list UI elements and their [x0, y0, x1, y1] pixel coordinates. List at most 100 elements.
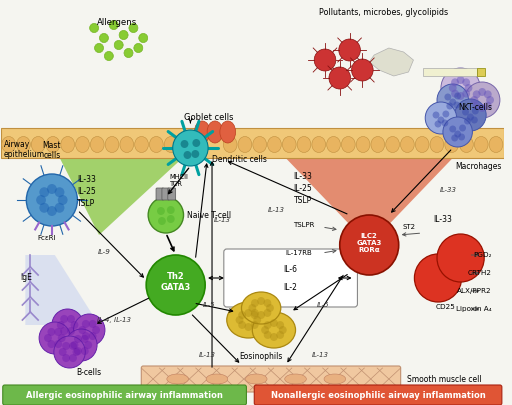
Circle shape: [437, 234, 484, 282]
Circle shape: [89, 332, 97, 340]
Text: Nonallergic eosinophilic airway inflammation: Nonallergic eosinophilic airway inflamma…: [271, 390, 485, 399]
FancyBboxPatch shape: [3, 385, 246, 405]
Circle shape: [71, 341, 78, 349]
Circle shape: [89, 320, 97, 328]
Circle shape: [129, 23, 138, 32]
Circle shape: [55, 203, 65, 213]
Circle shape: [191, 150, 199, 158]
Circle shape: [251, 311, 259, 319]
Ellipse shape: [415, 136, 429, 153]
Circle shape: [47, 206, 57, 216]
Circle shape: [450, 98, 456, 105]
Circle shape: [181, 140, 188, 148]
Ellipse shape: [356, 136, 370, 153]
Text: Pollutants, microbes, glycolipids: Pollutants, microbes, glycolipids: [319, 8, 449, 17]
Ellipse shape: [282, 136, 296, 153]
Circle shape: [473, 90, 481, 98]
Circle shape: [244, 323, 252, 331]
Circle shape: [441, 119, 449, 126]
Circle shape: [471, 117, 478, 124]
Circle shape: [438, 117, 444, 124]
Ellipse shape: [238, 136, 252, 153]
FancyBboxPatch shape: [156, 188, 164, 200]
Circle shape: [437, 84, 468, 116]
Text: IL-5: IL-5: [317, 302, 329, 308]
Circle shape: [279, 326, 287, 334]
Circle shape: [119, 30, 128, 40]
Text: B-cells: B-cells: [77, 368, 102, 377]
Ellipse shape: [150, 136, 163, 153]
Ellipse shape: [195, 121, 210, 143]
Bar: [1, 128, 504, 158]
Ellipse shape: [474, 136, 488, 153]
Ellipse shape: [342, 136, 355, 153]
Text: Smooth muscle cell: Smooth muscle cell: [407, 375, 481, 384]
Circle shape: [54, 340, 62, 348]
Circle shape: [74, 314, 105, 346]
Text: IL-6: IL-6: [284, 266, 297, 275]
Circle shape: [84, 341, 92, 349]
Circle shape: [464, 82, 500, 118]
Circle shape: [257, 297, 265, 305]
Circle shape: [264, 309, 271, 317]
Circle shape: [59, 348, 67, 356]
Circle shape: [58, 334, 66, 342]
Circle shape: [467, 113, 474, 121]
Bar: [477, 68, 485, 76]
Circle shape: [414, 254, 462, 302]
Circle shape: [167, 206, 175, 214]
Circle shape: [74, 347, 82, 355]
Text: IL-13: IL-13: [312, 352, 329, 358]
Circle shape: [39, 322, 71, 354]
Circle shape: [244, 309, 252, 317]
Circle shape: [352, 59, 373, 81]
Ellipse shape: [297, 136, 311, 153]
FancyBboxPatch shape: [162, 188, 170, 200]
Circle shape: [69, 354, 77, 362]
Circle shape: [457, 76, 464, 84]
Circle shape: [471, 96, 478, 104]
Circle shape: [78, 326, 86, 334]
Circle shape: [450, 126, 456, 132]
Ellipse shape: [105, 136, 119, 153]
Ellipse shape: [227, 302, 270, 338]
Text: IL-4, IL-13: IL-4, IL-13: [97, 317, 131, 323]
Ellipse shape: [400, 136, 414, 153]
Text: PGD₂: PGD₂: [474, 252, 492, 258]
Circle shape: [442, 111, 450, 117]
Circle shape: [48, 340, 55, 348]
Circle shape: [92, 326, 100, 334]
Circle shape: [48, 328, 55, 336]
Circle shape: [146, 255, 205, 315]
Circle shape: [52, 309, 83, 341]
Text: IL-2: IL-2: [284, 284, 297, 292]
Circle shape: [329, 67, 351, 89]
Circle shape: [251, 321, 259, 329]
Circle shape: [62, 354, 70, 362]
Circle shape: [99, 34, 109, 43]
Circle shape: [104, 51, 113, 60]
Circle shape: [238, 311, 246, 319]
Circle shape: [451, 134, 458, 141]
Text: Macrohages: Macrohages: [456, 162, 502, 171]
Circle shape: [90, 23, 98, 32]
Circle shape: [478, 88, 486, 96]
Circle shape: [158, 217, 166, 225]
Ellipse shape: [327, 136, 340, 153]
FancyBboxPatch shape: [254, 385, 502, 405]
Text: ILC2
GATA3
RORα: ILC2 GATA3 RORα: [356, 233, 382, 253]
Ellipse shape: [135, 136, 148, 153]
Circle shape: [39, 203, 49, 213]
Text: Mast
cells: Mast cells: [42, 141, 61, 160]
Circle shape: [276, 331, 284, 339]
Text: Naive T-cell: Naive T-cell: [187, 211, 231, 220]
Ellipse shape: [61, 136, 75, 153]
Circle shape: [157, 207, 165, 215]
Ellipse shape: [445, 136, 459, 153]
Circle shape: [114, 40, 123, 49]
Circle shape: [81, 335, 89, 343]
Circle shape: [82, 320, 90, 328]
FancyBboxPatch shape: [168, 188, 176, 200]
Circle shape: [69, 342, 77, 350]
Circle shape: [248, 304, 256, 312]
